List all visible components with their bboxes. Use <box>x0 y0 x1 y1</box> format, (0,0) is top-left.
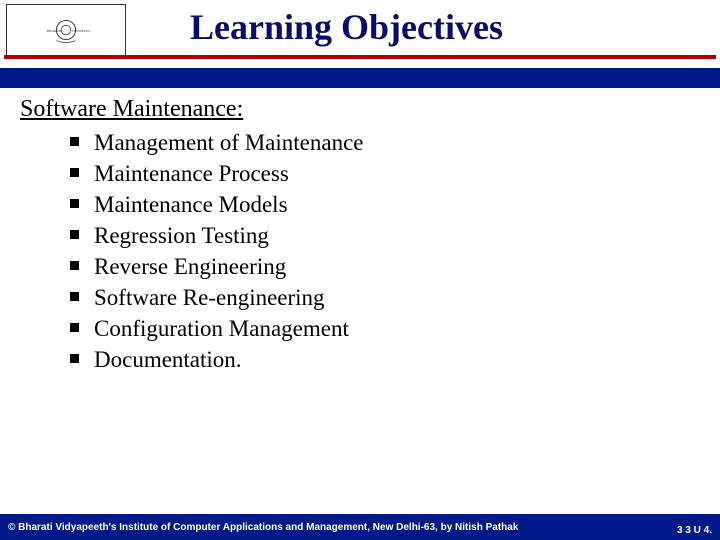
slide-footer: © Bharati Vidyapeeth's Institute of Comp… <box>0 514 720 540</box>
slide-title: Learning Objectives <box>190 6 503 48</box>
list-item: Software Re-engineering <box>70 282 700 313</box>
list-item: Regression Testing <box>70 220 700 251</box>
institute-logo: BHARATI VIDYAPEETH <box>6 4 126 58</box>
slide-header: BHARATI VIDYAPEETH Learning Objectives <box>0 0 720 68</box>
logo-left-text: BHARATI <box>47 29 62 33</box>
list-item: Configuration Management <box>70 313 700 344</box>
list-item: Documentation. <box>70 344 700 375</box>
list-item: Management of Maintenance <box>70 127 700 158</box>
list-item: Reverse Engineering <box>70 251 700 282</box>
header-band <box>0 68 720 88</box>
footer-copyright: © Bharati Vidyapeeth's Institute of Comp… <box>8 522 518 533</box>
bullet-list: Management of Maintenance Maintenance Pr… <box>20 127 700 375</box>
logo-right-text: VIDYAPEETH <box>72 29 90 33</box>
title-underline <box>4 55 716 59</box>
footer-page-marks: 3 3 U 4. <box>677 525 712 536</box>
list-item: Maintenance Models <box>70 189 700 220</box>
logo-emblem-icon: BHARATI VIDYAPEETH <box>42 7 90 55</box>
section-heading: Software Maintenance: <box>20 96 700 123</box>
list-item: Maintenance Process <box>70 158 700 189</box>
slide-content: Software Maintenance: Management of Main… <box>0 88 720 375</box>
